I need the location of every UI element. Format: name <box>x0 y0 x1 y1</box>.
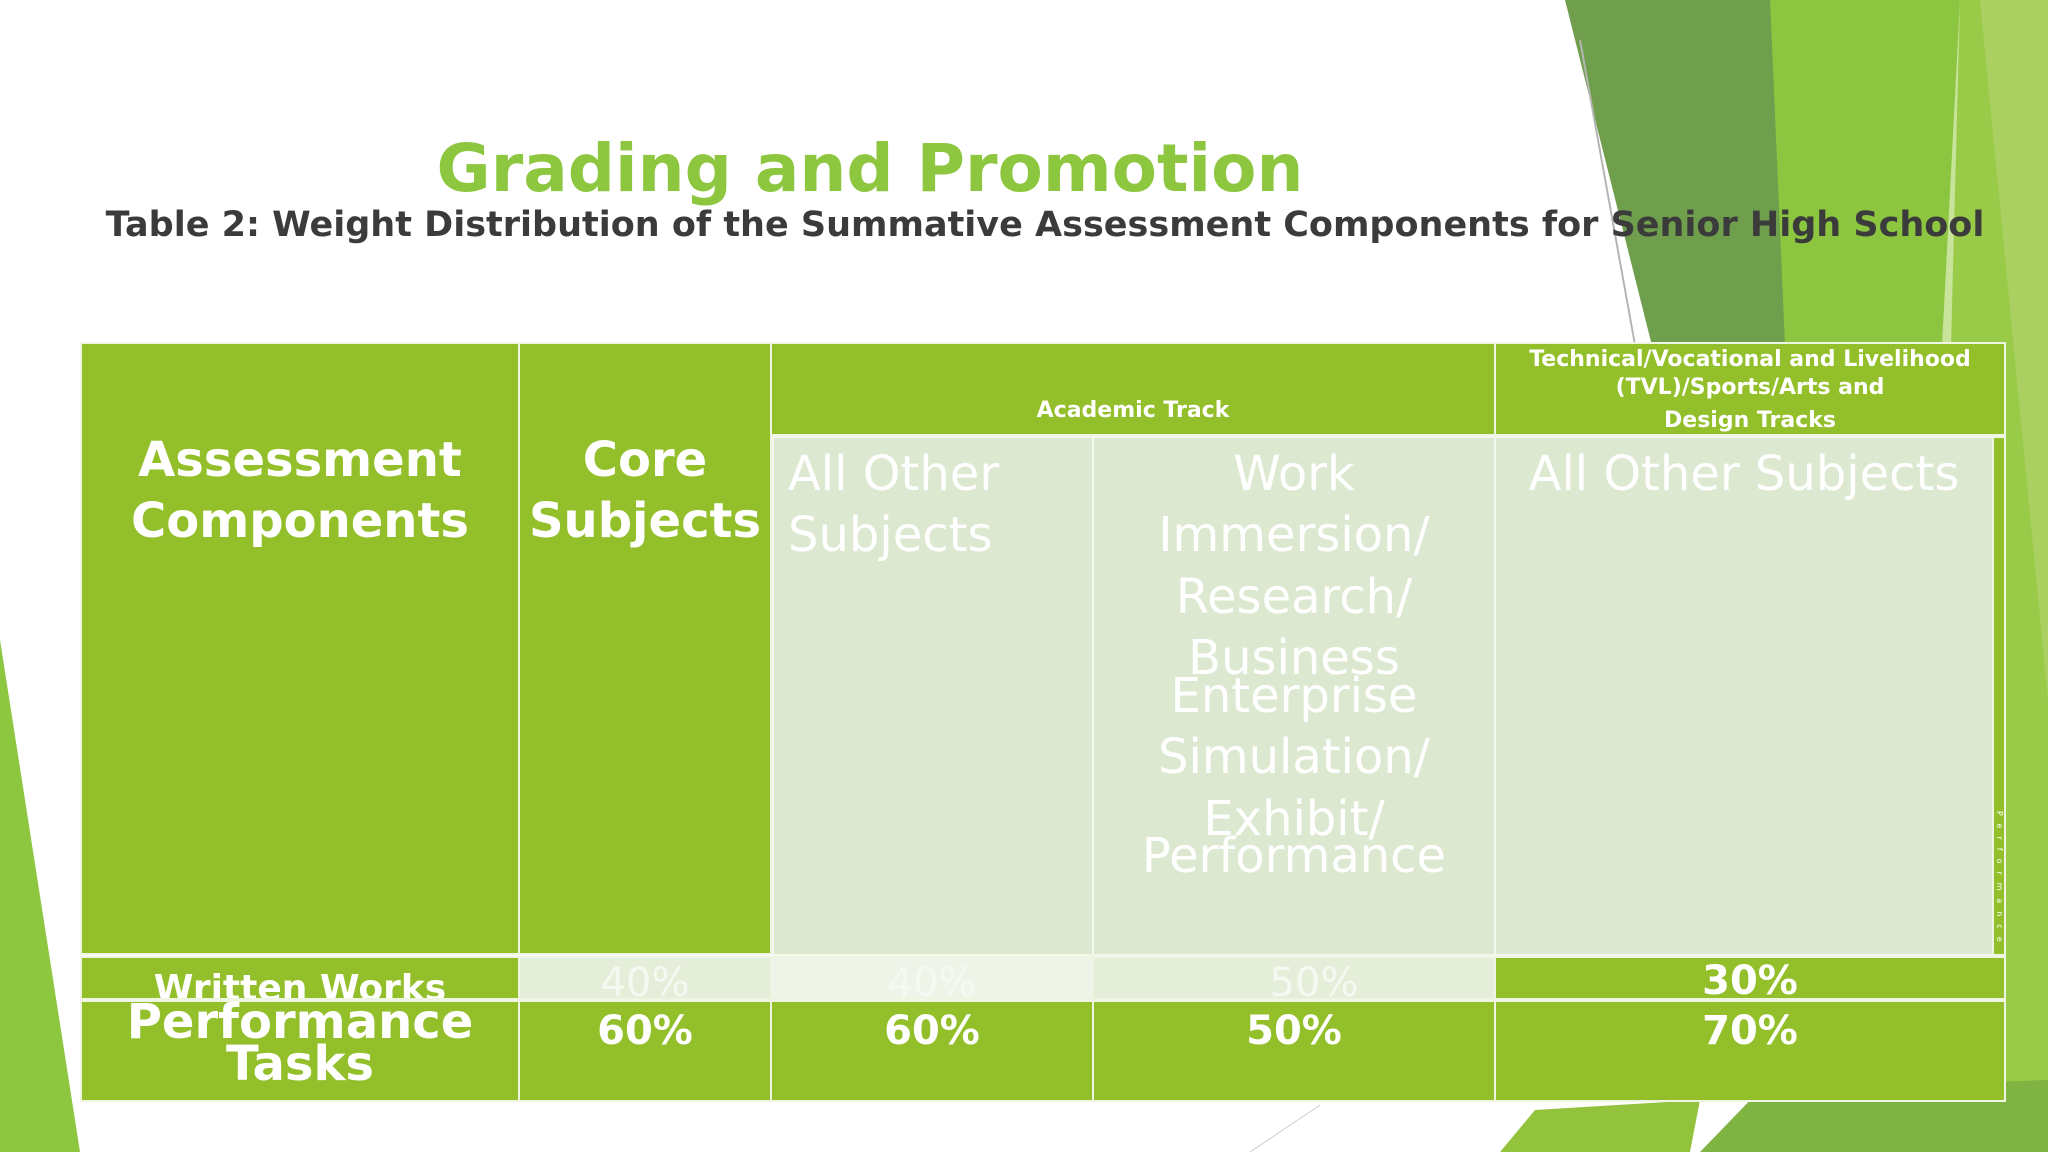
header-academic-all-other-subjects: All Other Subjects <box>772 436 1094 956</box>
work-line-2: Immersion/ <box>1158 507 1430 564</box>
tvl-other-label: All Other Subjects <box>1528 446 1960 502</box>
written-academic-value: 40% <box>887 960 977 1006</box>
tvl-line-2: (TVL)/Sports/Arts and <box>1615 374 1885 400</box>
slide-title: Grading and Promotion <box>436 130 1304 207</box>
header-work-immersion: Work Immersion/ Research/ Business Enter… <box>1092 436 1496 956</box>
performance-line-2: Tasks <box>225 1036 374 1092</box>
header-core-subjects: Core Subjects <box>518 342 772 955</box>
written-work-value: 50% <box>1269 960 1359 1006</box>
work-line-7: Exhibit/ <box>1203 790 1385 847</box>
performance-tvl-value: 70% <box>1702 1008 1798 1054</box>
row-performance-tasks-academic-other: 60% <box>770 1000 1094 1102</box>
tvl-line-1: Technical/Vocational and Livelihood <box>1529 347 1971 372</box>
header-academic-track: Academic Track <box>770 342 1496 436</box>
performance-line-1: Performance <box>126 994 474 1050</box>
row-written-works-work-immersion: 50% <box>1092 956 1496 1006</box>
row-written-works-academic-other: 40% <box>770 956 1094 1006</box>
tvl-line-3: Design Tracks <box>1664 408 1836 433</box>
table-caption: Table 2: Weight Distribution of the Summ… <box>105 205 1985 245</box>
written-works-label: Written Works <box>153 968 447 1000</box>
work-line-3: Research/ <box>1175 568 1413 625</box>
header-core-line-1: Core <box>582 432 708 488</box>
written-tvl-value: 30% <box>1702 958 1798 1004</box>
header-tvl-tracks: Technical/Vocational and Livelihood (TVL… <box>1494 342 2006 436</box>
work-line-5: Enterprise <box>1170 667 1418 724</box>
academic-other-line-1: All Other <box>788 446 1000 502</box>
row-performance-tasks-tvl-other: 70% <box>1494 1000 2006 1102</box>
performance-core-value: 60% <box>597 1008 693 1054</box>
academic-track-label: Academic Track <box>1036 397 1230 423</box>
header-assessment-line-1: Assessment <box>138 432 462 488</box>
work-line-8: Performance <box>1141 828 1447 885</box>
row-performance-tasks-core: 60% <box>518 1000 772 1102</box>
header-tvl-all-other-subjects: All Other Subjects <box>1494 436 1994 956</box>
work-line-1: Work <box>1233 446 1355 502</box>
row-written-works-tvl-other: 30% <box>1494 956 2006 1004</box>
row-written-works-core: 40% <box>518 956 772 1006</box>
academic-other-line-2: Subjects <box>788 507 993 564</box>
tiny-vertical-text: Performance <box>1995 811 2005 950</box>
row-written-works-label: Written Works <box>80 956 520 1000</box>
performance-academic-value: 60% <box>884 1008 980 1054</box>
header-assessment-line-2: Components <box>131 493 469 550</box>
header-assessment-components: Assessment Components <box>80 342 520 955</box>
work-line-6: Simulation/ <box>1158 729 1430 786</box>
performance-work-value: 50% <box>1246 1008 1342 1054</box>
row-performance-tasks-work-immersion: 50% <box>1092 1000 1496 1102</box>
row-performance-tasks-label: Performance Tasks <box>80 994 520 1102</box>
work-line-4: Business <box>1188 630 1400 687</box>
header-core-line-2: Subjects <box>528 493 762 550</box>
written-core-value: 40% <box>600 960 690 1006</box>
header-tiny-vertical-cell: Performance <box>1992 436 2006 956</box>
